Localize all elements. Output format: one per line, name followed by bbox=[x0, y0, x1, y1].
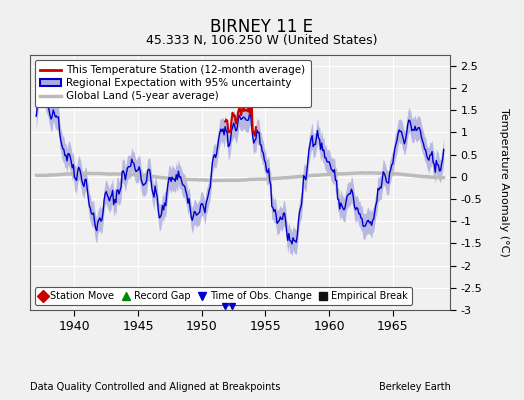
Text: 45.333 N, 106.250 W (United States): 45.333 N, 106.250 W (United States) bbox=[146, 34, 378, 47]
Text: Data Quality Controlled and Aligned at Breakpoints: Data Quality Controlled and Aligned at B… bbox=[30, 382, 280, 392]
Text: Berkeley Earth: Berkeley Earth bbox=[379, 382, 451, 392]
Legend: Station Move, Record Gap, Time of Obs. Change, Empirical Break: Station Move, Record Gap, Time of Obs. C… bbox=[35, 287, 412, 305]
Text: BIRNEY 11 E: BIRNEY 11 E bbox=[211, 18, 313, 36]
Y-axis label: Temperature Anomaly (°C): Temperature Anomaly (°C) bbox=[499, 108, 509, 257]
